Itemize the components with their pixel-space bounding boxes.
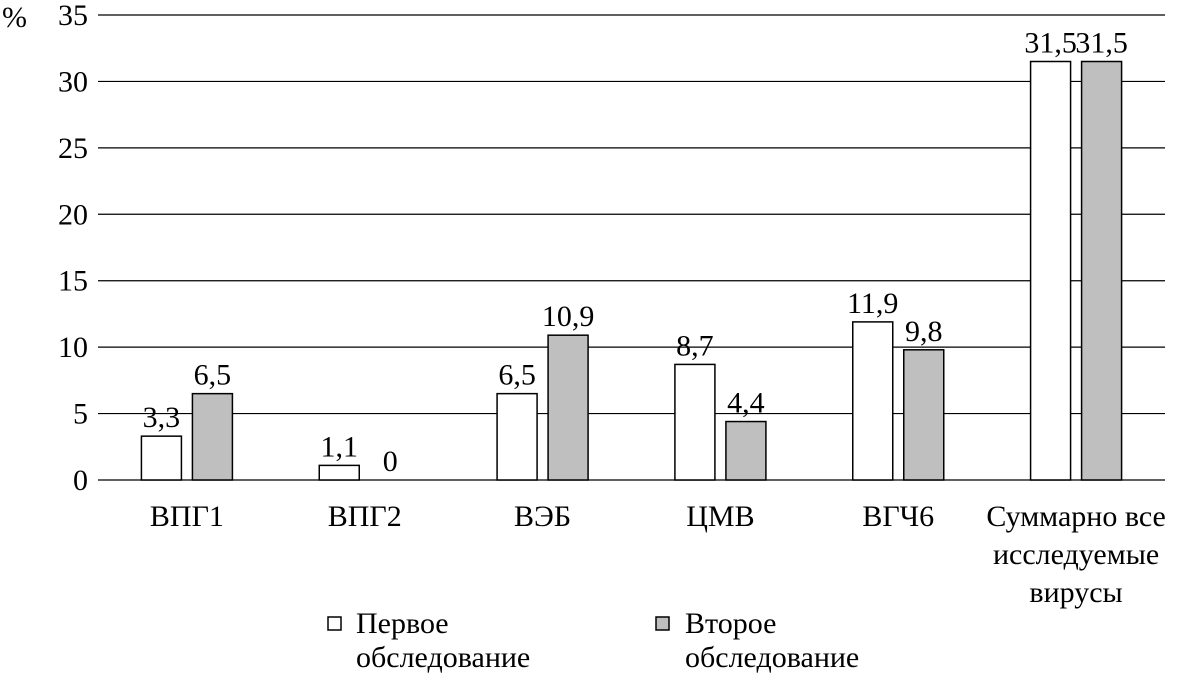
data-label: 6,5 [498, 359, 536, 392]
category-label: ВЭБ [514, 500, 571, 533]
gridlines [98, 14, 1165, 481]
data-label: 4,4 [727, 387, 765, 420]
legend-swatch [655, 616, 670, 631]
y-tick-label: 0 [73, 464, 88, 497]
category-label: ВПГ1 [150, 500, 224, 533]
category-label: Суммарно все [986, 500, 1166, 533]
y-tick-label: 25 [58, 132, 88, 165]
category-label: ВГЧ6 [862, 500, 934, 533]
data-label: 3,3 [143, 401, 181, 434]
category-label: ЦМВ [686, 500, 754, 533]
data-label: 31,5 [1024, 27, 1077, 60]
y-tick-label: 10 [58, 331, 88, 364]
data-label: 11,9 [847, 287, 898, 320]
category-label: исследуемые [993, 538, 1159, 571]
y-tick-label: 5 [73, 398, 88, 431]
bar [1080, 60, 1123, 481]
legend-label: обследование [685, 641, 859, 674]
data-label: 10,9 [542, 300, 595, 333]
legend-label: обследование [356, 641, 530, 674]
data-label: 1,1 [321, 430, 359, 463]
legend-swatch [327, 616, 342, 631]
bar [674, 363, 716, 481]
y-tick-label: 30 [58, 65, 88, 98]
bar [318, 464, 360, 481]
bar [191, 392, 234, 481]
bar [852, 321, 894, 481]
data-label: 0 [383, 445, 398, 478]
data-label: 8,7 [676, 329, 714, 362]
data-labels: 3,3 1,1 6,5 8,7 11,9 31,5 6,5 0 10,9 4,4 9,8 31,5 [143, 27, 1128, 479]
data-label: 6,5 [194, 359, 232, 392]
bars [140, 60, 1123, 481]
bar [1029, 60, 1072, 481]
x-axis-categories: ВПГ1 ВПГ2 ВЭБ ЦМВ ВГЧ6 Суммарно все исследуемы… [150, 500, 1166, 609]
legend-label: Первое [356, 607, 449, 640]
y-tick-label: 20 [58, 198, 88, 231]
bar [725, 420, 767, 481]
data-label: 9,8 [905, 315, 943, 348]
y-axis-ticks: 0 5 10 15 20 25 30 35 [58, 0, 88, 497]
category-label: вирусы [1029, 576, 1122, 609]
legend-label: Второе [685, 607, 776, 640]
data-label: 31,5 [1075, 27, 1128, 60]
bar [903, 349, 945, 481]
y-tick-label: 35 [58, 0, 88, 32]
bar [140, 435, 183, 481]
category-label: ВПГ2 [328, 500, 402, 533]
y-tick-label: 15 [58, 265, 88, 298]
y-axis-label: % [2, 1, 27, 34]
bar [547, 334, 589, 481]
bar [496, 392, 538, 481]
